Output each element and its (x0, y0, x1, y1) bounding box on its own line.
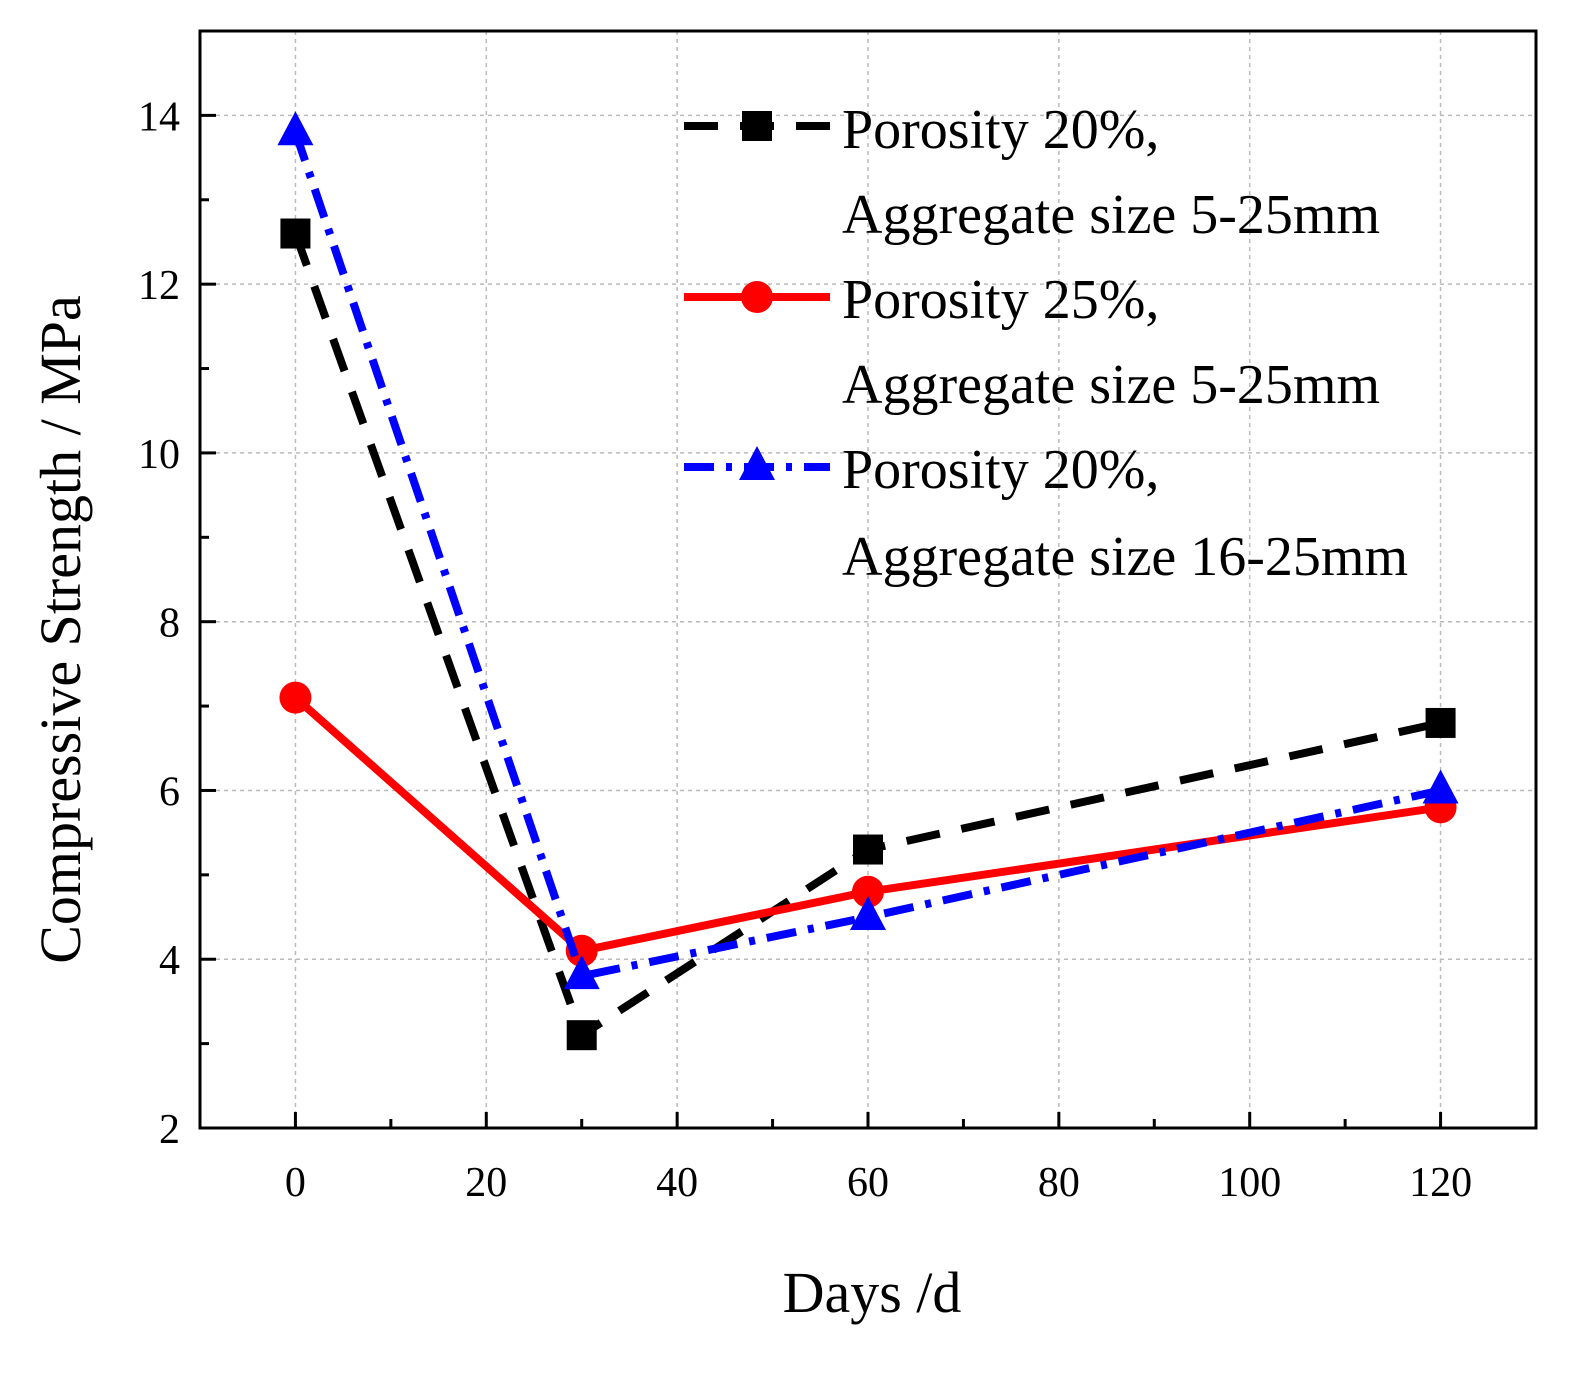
legend-sample-1-marker (742, 111, 772, 141)
series-1-point-120 (1425, 707, 1456, 738)
series-3-point-30 (563, 955, 600, 990)
legend-label-1-line-1: Porosity 20%, (842, 99, 1159, 161)
y-tick-label-14: 14 (138, 94, 180, 140)
grid (200, 31, 1536, 1128)
legend-label-3-line-1: Porosity 20%, (842, 439, 1159, 501)
tick-labels: 0 20 40 60 80 100 120 2 4 6 8 10 12 14 (138, 94, 1472, 1206)
legend-sample-2-marker (741, 281, 773, 313)
y-tick-label-8: 8 (159, 601, 180, 647)
x-tick-label-20: 20 (465, 1160, 507, 1206)
y-tick-label-4: 4 (159, 938, 180, 984)
x-tick-label-40: 40 (656, 1160, 698, 1206)
legend-entry-2: Porosity 25%, Aggregate size 5-25mm (684, 269, 1380, 416)
series-3-point-60 (850, 896, 886, 931)
legend-sample-3-marker (739, 446, 775, 480)
legend-entry-3: Porosity 20%, Aggregate size 16-25mm (684, 439, 1408, 588)
series-3 (277, 111, 1459, 990)
legend-label-1-line-2: Aggregate size 5-25mm (842, 184, 1380, 246)
y-tick-label-2: 2 (159, 1107, 180, 1153)
y-tick-label-6: 6 (159, 769, 180, 815)
legend-sample-2 (684, 281, 830, 313)
series-1-point-0 (280, 218, 311, 249)
y-tick-label-12: 12 (138, 263, 180, 309)
x-tick-label-80: 80 (1038, 1160, 1080, 1206)
series-3-point-120 (1422, 769, 1459, 804)
x-tick-label-0: 0 (285, 1160, 306, 1206)
x-tick-label-60: 60 (847, 1160, 889, 1206)
legend-label-3-line-2: Aggregate size 16-25mm (842, 526, 1408, 588)
legend-sample-3 (684, 446, 830, 480)
series-2-point-0 (279, 681, 312, 714)
series-2-line (292, 694, 1442, 955)
series-1 (280, 218, 1456, 1051)
x-tick-label-120: 120 (1409, 1160, 1472, 1206)
legend-sample-1 (684, 111, 830, 141)
y-tick-label-10: 10 (138, 432, 180, 478)
series-1-point-30 (566, 1020, 597, 1051)
x-axis-title: Days /d (783, 1260, 962, 1325)
legend: Porosity 20%, Aggregate size 5-25mm Poro… (684, 99, 1408, 588)
legend-entry-1: Porosity 20%, Aggregate size 5-25mm (684, 99, 1380, 246)
series-1-line (291, 232, 1442, 1040)
series-3-line (291, 130, 1442, 981)
series-layer (277, 111, 1459, 1051)
series-1-point-60 (853, 834, 883, 865)
series-2-point-60 (852, 875, 884, 908)
legend-label-2-line-1: Porosity 25%, (842, 269, 1159, 331)
y-axis-title: Compressive Strength / MPa (28, 295, 93, 964)
x-tick-label-100: 100 (1218, 1160, 1281, 1206)
ticks (200, 113, 1443, 1130)
legend-label-2-line-2: Aggregate size 5-25mm (842, 354, 1380, 416)
series-3-point-0 (277, 111, 314, 146)
